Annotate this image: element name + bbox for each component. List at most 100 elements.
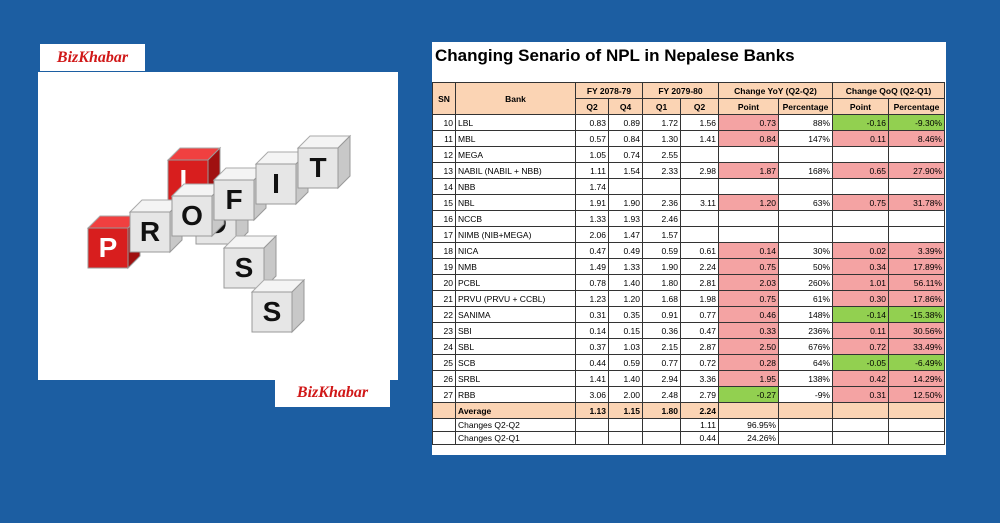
table-cell: 0.75 [718, 290, 779, 307]
table-cell: 2.81 [680, 274, 719, 291]
npl-table: SN Bank FY 2078-79 FY 2079-80 Change YoY (Q2… [432, 82, 945, 445]
table-row: 26 SRBL 1.41 1.40 2.94 3.36 1.95 138% 0.42 14.29% [432, 370, 945, 387]
bank-cell: NABIL (NABIL + NBB) [455, 162, 576, 179]
table-cell: 16 [432, 210, 456, 227]
table-cell [778, 210, 833, 227]
table-cell: 27 [432, 386, 456, 403]
table-cell: 30% [778, 242, 833, 259]
table-cell: 17.86% [888, 290, 945, 307]
table-cell: 0.77 [642, 354, 681, 371]
table-cell: 0.46 [718, 306, 779, 323]
table-cell [832, 226, 889, 243]
table-cell: 1.11 [680, 418, 719, 432]
cube: S [250, 278, 306, 334]
table-cell: 0.57 [575, 130, 609, 147]
bank-cell: NCCB [455, 210, 576, 227]
table-cell: 1.74 [575, 178, 609, 195]
table-row: 10 LBL 0.83 0.89 1.72 1.56 0.73 88% -0.16 -9.30% [432, 114, 945, 131]
table-cell [832, 210, 889, 227]
table-cell: 22 [432, 306, 456, 323]
table-cell [432, 402, 456, 419]
header-cell: Percentage [888, 98, 945, 115]
table-cell [642, 418, 681, 432]
table-cell [832, 418, 889, 432]
table-cell: 1.98 [680, 290, 719, 307]
table-cell: -9.30% [888, 114, 945, 131]
table-row: 22 SANIMA 0.31 0.35 0.91 0.77 0.46 148% -0.14 -15… [432, 306, 945, 323]
table-cell: 0.47 [680, 322, 719, 339]
table-cell: 1.49 [575, 258, 609, 275]
cube-letter: F [225, 184, 242, 215]
table-cell: -15.38% [888, 306, 945, 323]
table-cell [832, 146, 889, 163]
table-cell: 0.44 [680, 431, 719, 445]
bank-cell: NICA [455, 242, 576, 259]
table-cell: 1.80 [642, 274, 681, 291]
header-cell: Q2 [680, 98, 719, 115]
table-cell: 2.03 [718, 274, 779, 291]
table-cell [778, 431, 833, 445]
table-cell [778, 146, 833, 163]
table-cell: 1.90 [608, 194, 643, 211]
table-cell: -0.05 [832, 354, 889, 371]
table-cell: 0.42 [832, 370, 889, 387]
table-cell: 61% [778, 290, 833, 307]
illustration: LOSSPROFIT [38, 72, 398, 380]
table-cell: 0.47 [575, 242, 609, 259]
table-cell: 0.11 [832, 322, 889, 339]
table-cell: 2.48 [642, 386, 681, 403]
header-cell: Percentage [778, 98, 833, 115]
table-cell: 31.78% [888, 194, 945, 211]
header-cell: Bank [455, 82, 576, 115]
cube-letter: I [272, 168, 280, 199]
table-cell: 2.33 [642, 162, 681, 179]
table-cell: 168% [778, 162, 833, 179]
table-cell [680, 210, 719, 227]
table-cell: 0.37 [575, 338, 609, 355]
cube-letter: O [181, 200, 203, 231]
table-cell: 10 [432, 114, 456, 131]
table-cell: 1.05 [575, 146, 609, 163]
table-cell: 63% [778, 194, 833, 211]
cube-face [255, 163, 297, 205]
table-cell: 25 [432, 354, 456, 371]
cube-face [87, 227, 129, 269]
header-cell: Q1 [642, 98, 681, 115]
table-cell: -0.27 [718, 386, 779, 403]
table-cell [575, 418, 609, 432]
table-row: 14 NBB 1.74 [432, 178, 945, 195]
table-cell: 23 [432, 322, 456, 339]
table-cell: 1.80 [642, 402, 681, 419]
table-cell [778, 226, 833, 243]
table-cell [642, 178, 681, 195]
table-cell: 2.79 [680, 386, 719, 403]
table-cell: 1.33 [608, 258, 643, 275]
table-cell: 0.44 [575, 354, 609, 371]
cube-face [213, 179, 255, 221]
table-cell: 3.11 [680, 194, 719, 211]
table-cell: 1.41 [575, 370, 609, 387]
table-cell: 3.36 [680, 370, 719, 387]
table-cell: 88% [778, 114, 833, 131]
header-cell: Point [718, 98, 779, 115]
table-cell [718, 210, 779, 227]
table-cell: 0.65 [832, 162, 889, 179]
table-cell: 11 [432, 130, 456, 147]
table-cell [608, 178, 643, 195]
table-cell: 0.84 [608, 130, 643, 147]
table-cell: 0.59 [642, 242, 681, 259]
table-cell: 2.50 [718, 338, 779, 355]
cube-face [223, 247, 265, 289]
bank-cell: PRVU (PRVU + CCBL) [455, 290, 576, 307]
table-cell [608, 418, 643, 432]
cube-letter: S [263, 296, 282, 327]
table-cell: 1.72 [642, 114, 681, 131]
header-cell: Q2 [575, 98, 609, 115]
table-row: 27 RBB 3.06 2.00 2.48 2.79 -0.27 -9% 0.31 12.50% [432, 386, 945, 403]
table-row: 24 SBL 0.37 1.03 2.15 2.87 2.50 676% 0.72 33.49% [432, 338, 945, 355]
header-group: Change YoY (Q2-Q2) [718, 82, 833, 99]
table-cell: 12.50% [888, 386, 945, 403]
table-cell: -0.16 [832, 114, 889, 131]
table-cell: 26 [432, 370, 456, 387]
table-cell [680, 178, 719, 195]
